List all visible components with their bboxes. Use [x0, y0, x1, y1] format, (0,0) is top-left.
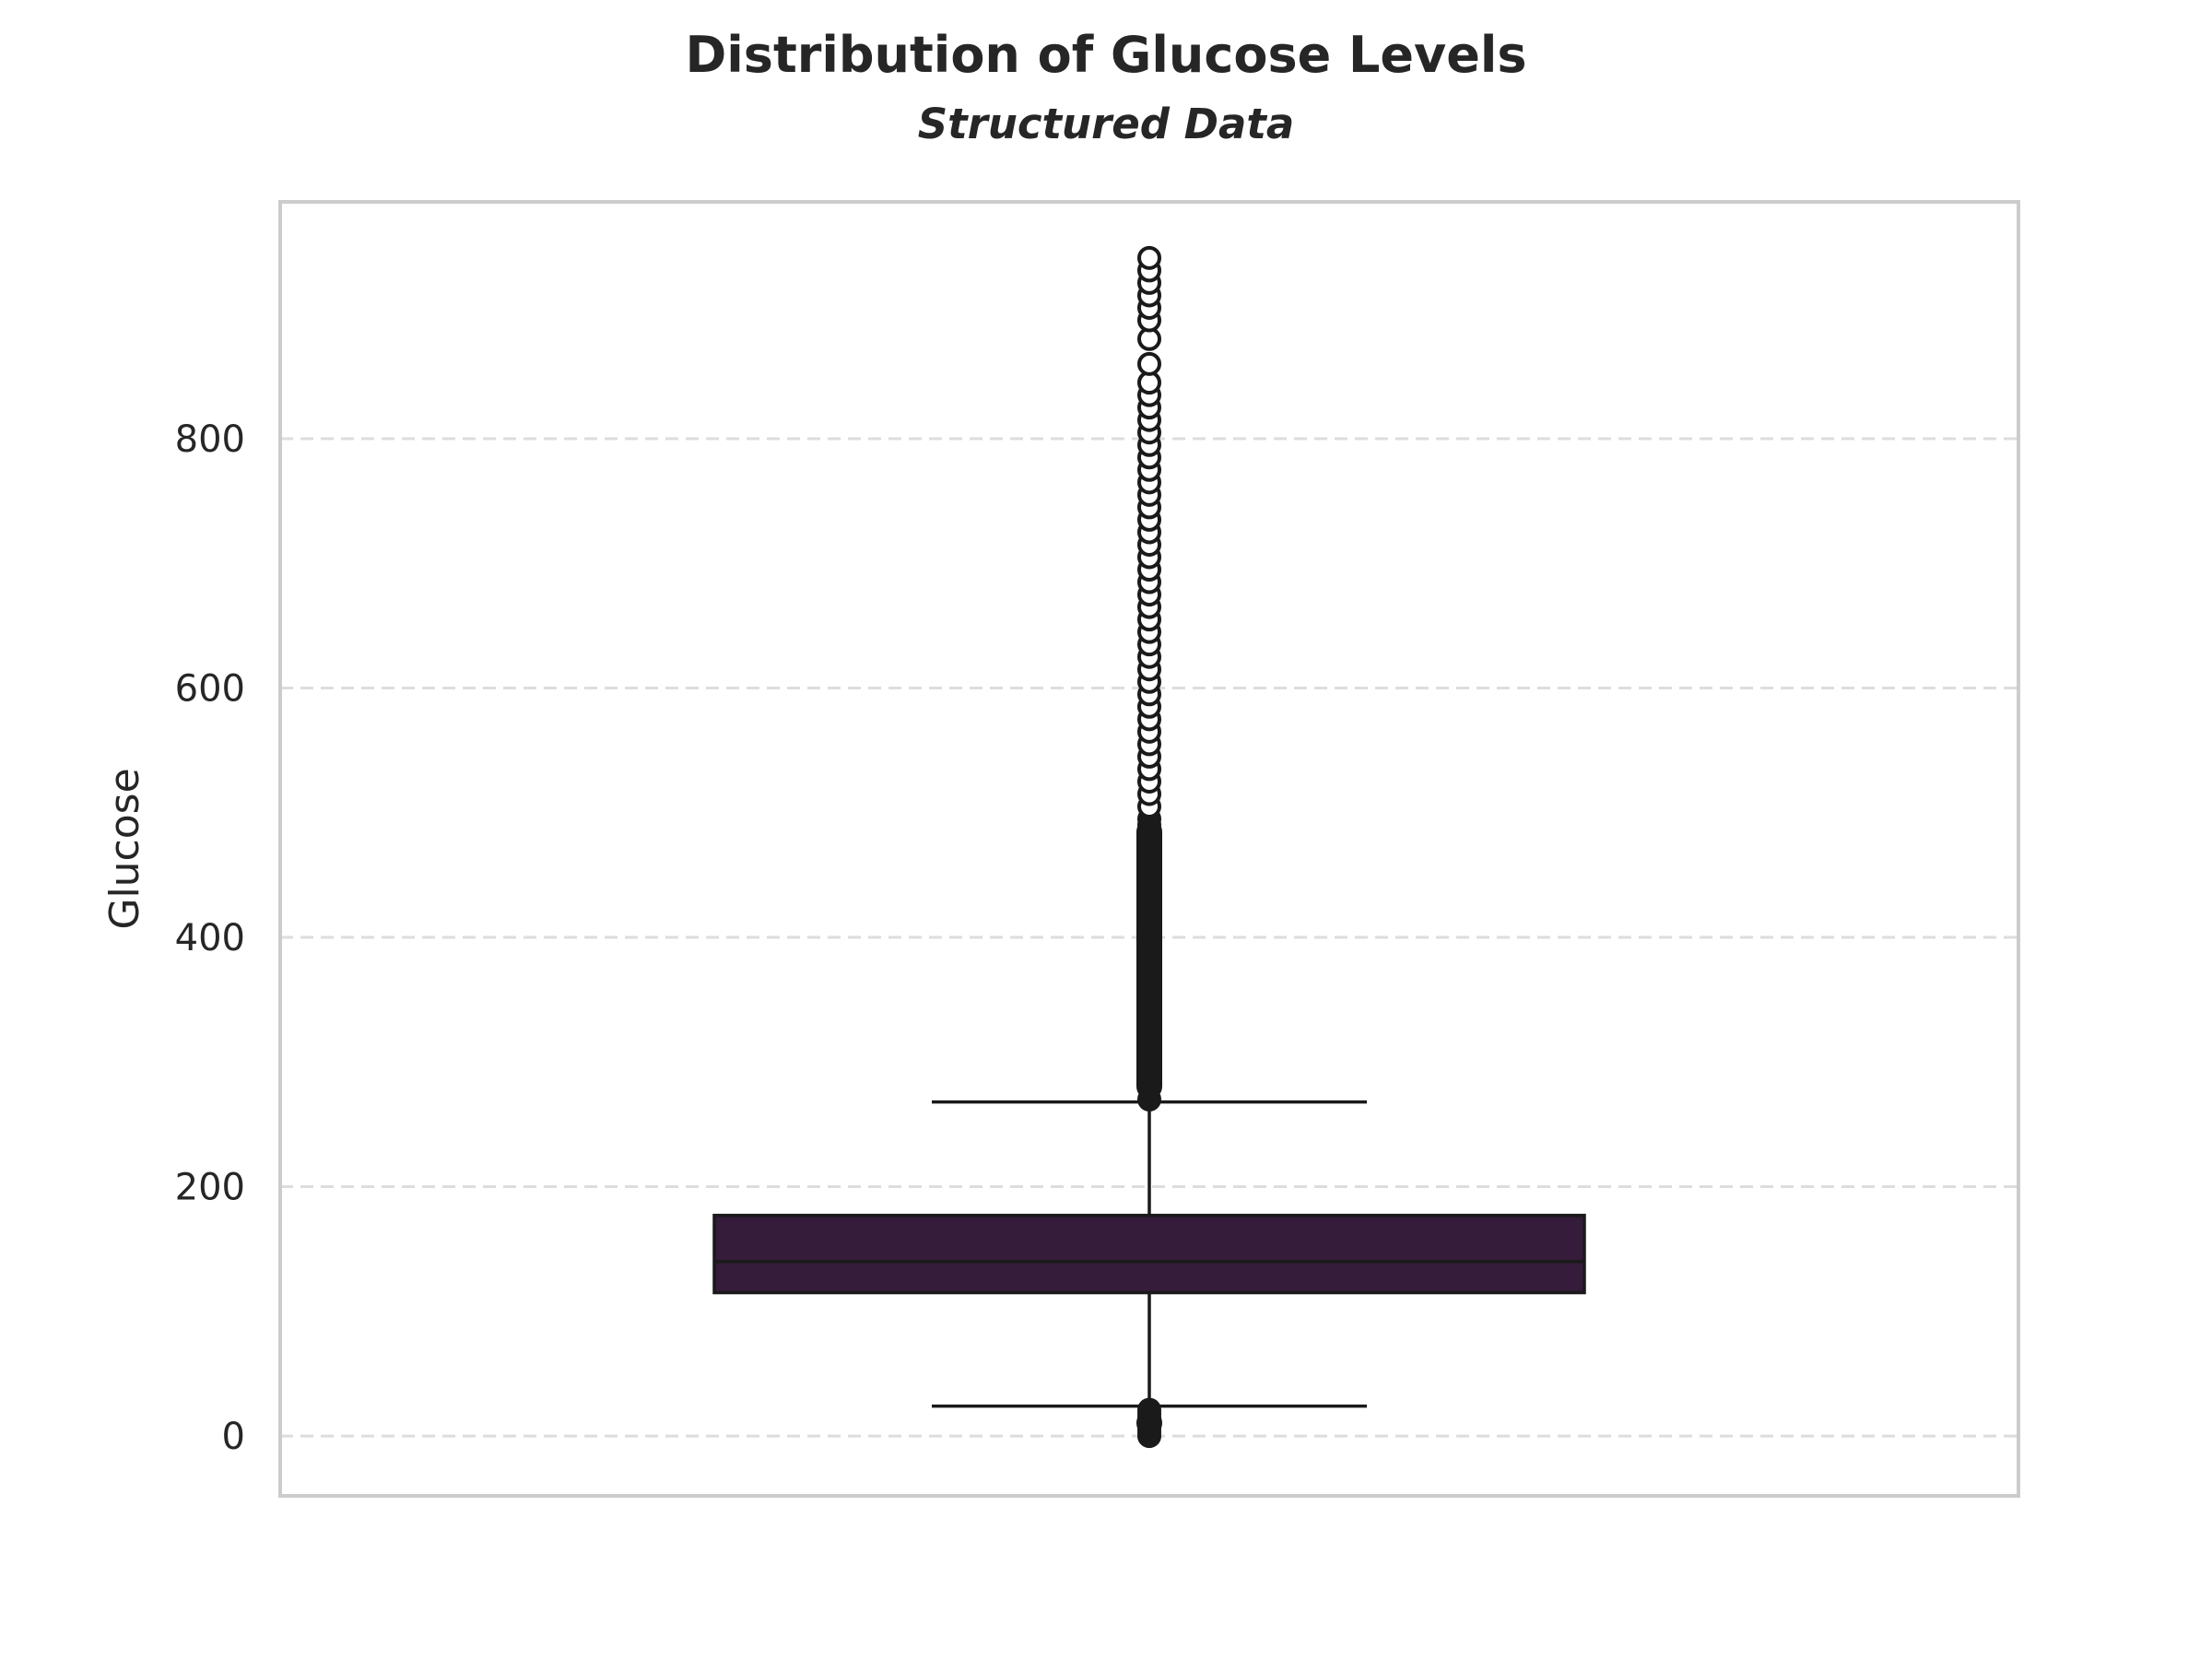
y-tick-label: 400: [175, 917, 245, 959]
y-tick-label: 600: [175, 668, 245, 711]
outlier-point: [1137, 351, 1161, 376]
chart-title: Distribution of Glucose Levels: [685, 26, 1526, 84]
y-tick-label: 0: [222, 1416, 245, 1458]
plot-frame: [278, 200, 2020, 1498]
y-tick-label: 800: [175, 418, 245, 461]
y-tick-label: 200: [175, 1167, 245, 1209]
outlier-point: [1137, 245, 1161, 270]
outlier-points: [1136, 245, 1162, 1449]
y-axis-label: Glucose: [101, 768, 148, 929]
outlier-dense-low: [1136, 1409, 1162, 1437]
chart-subtitle: Structured Data: [918, 100, 1295, 148]
box-plot: [712, 1100, 1586, 1408]
y-axis-ticks: 0 200 400 600 800: [175, 418, 245, 1458]
iqr-box: [712, 1213, 1586, 1295]
grid-lines: [280, 437, 2018, 1438]
outlier-dense-high: [1136, 818, 1162, 1100]
